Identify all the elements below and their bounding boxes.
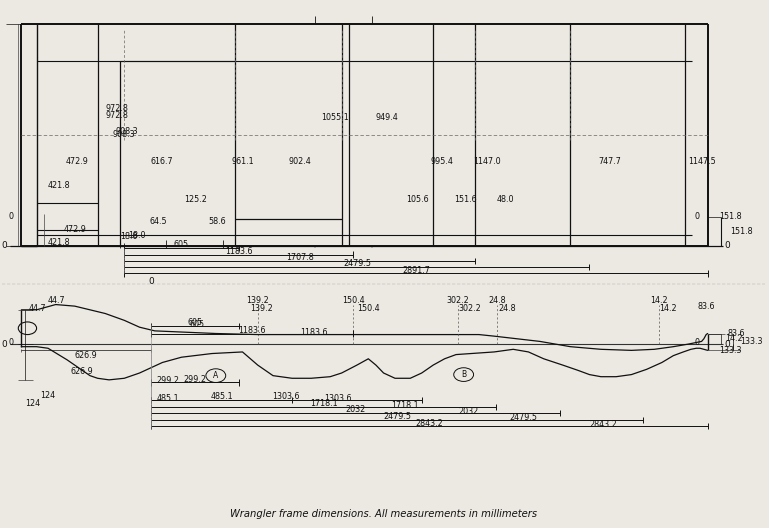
Text: 908.3: 908.3 <box>115 127 138 136</box>
Text: 2479.5: 2479.5 <box>509 413 538 422</box>
Text: Wrangler frame dimensions. All measurements in millimeters: Wrangler frame dimensions. All measureme… <box>230 509 537 519</box>
Text: 1718.1: 1718.1 <box>310 399 338 408</box>
Text: 0: 0 <box>148 277 154 286</box>
Text: 133.3: 133.3 <box>741 337 763 346</box>
Text: 1707.8: 1707.8 <box>286 253 314 262</box>
Text: 18.0: 18.0 <box>121 232 138 241</box>
Text: 747.7: 747.7 <box>598 157 621 166</box>
Text: 626.9: 626.9 <box>71 367 94 376</box>
Text: 485.1: 485.1 <box>156 394 179 403</box>
Text: 421.8: 421.8 <box>48 238 71 247</box>
Text: 24.8: 24.8 <box>499 304 516 313</box>
Text: 1718.1: 1718.1 <box>391 401 419 410</box>
Text: 0: 0 <box>8 212 13 221</box>
Text: 2479.5: 2479.5 <box>383 412 411 421</box>
Text: 972.8: 972.8 <box>105 104 128 113</box>
Text: 0: 0 <box>2 340 8 348</box>
Text: 2843.2: 2843.2 <box>415 419 443 428</box>
Text: A: A <box>213 371 218 380</box>
Text: 133.3: 133.3 <box>719 346 741 355</box>
Text: 83.6: 83.6 <box>697 301 715 310</box>
Text: 972.8: 972.8 <box>105 110 128 119</box>
Text: 83.6: 83.6 <box>727 329 745 338</box>
Text: 48.0: 48.0 <box>497 195 514 204</box>
Text: 299.2: 299.2 <box>183 375 206 384</box>
Text: 0: 0 <box>8 338 13 347</box>
Text: 299.2: 299.2 <box>156 376 179 385</box>
Text: 616.7: 616.7 <box>151 157 174 166</box>
Text: 961.1: 961.1 <box>231 157 254 166</box>
Text: 485.1: 485.1 <box>210 392 233 401</box>
Text: B: B <box>461 370 466 379</box>
Text: 1147.0: 1147.0 <box>474 157 501 166</box>
Text: 2032: 2032 <box>345 406 366 414</box>
Text: 605: 605 <box>174 240 189 249</box>
Text: 472.9: 472.9 <box>65 157 88 166</box>
Text: 902.4: 902.4 <box>288 157 311 166</box>
Text: 151.8: 151.8 <box>731 227 753 236</box>
Text: 1183.6: 1183.6 <box>300 328 327 337</box>
Text: 0: 0 <box>694 212 700 221</box>
Text: 2843.2: 2843.2 <box>590 420 618 429</box>
Text: 302.2: 302.2 <box>458 304 481 313</box>
Text: 151.6: 151.6 <box>454 195 476 204</box>
Text: 626.9: 626.9 <box>75 351 98 360</box>
Text: 605: 605 <box>188 318 202 327</box>
Text: 14.2: 14.2 <box>660 304 677 313</box>
Text: 0: 0 <box>694 338 700 347</box>
Text: 2891.7: 2891.7 <box>402 266 430 275</box>
Text: 2032: 2032 <box>458 407 478 416</box>
Text: 150.4: 150.4 <box>341 296 365 305</box>
Text: 105.6: 105.6 <box>407 195 429 204</box>
Text: 150.4: 150.4 <box>357 304 380 313</box>
Text: 0: 0 <box>724 241 731 250</box>
Text: 139.2: 139.2 <box>246 296 269 305</box>
Text: 0: 0 <box>2 241 8 250</box>
Text: 1303.6: 1303.6 <box>272 392 300 401</box>
Text: 1183.6: 1183.6 <box>225 247 252 256</box>
Text: 139.2: 139.2 <box>250 304 273 313</box>
Text: 995.4: 995.4 <box>431 157 454 166</box>
Text: 151.8: 151.8 <box>719 212 742 221</box>
Text: 605: 605 <box>189 320 205 329</box>
Text: 124: 124 <box>41 391 55 400</box>
Text: 421.8: 421.8 <box>48 181 71 190</box>
Text: 1055.1: 1055.1 <box>321 113 349 122</box>
Text: 124: 124 <box>25 399 40 408</box>
Text: 2479.5: 2479.5 <box>343 259 371 269</box>
Text: 1147.5: 1147.5 <box>688 157 717 166</box>
Text: 58.6: 58.6 <box>208 218 226 227</box>
Text: 125.2: 125.2 <box>184 195 207 204</box>
Text: 302.2: 302.2 <box>446 296 469 305</box>
Text: 1183.6: 1183.6 <box>238 326 266 335</box>
Text: 1303.6: 1303.6 <box>324 394 351 403</box>
Text: 0: 0 <box>724 340 731 348</box>
Text: 908.3: 908.3 <box>113 130 135 139</box>
Text: 44.7: 44.7 <box>48 296 65 305</box>
Text: 44.7: 44.7 <box>29 304 47 313</box>
Text: 18.0: 18.0 <box>128 231 145 240</box>
Text: 24.8: 24.8 <box>488 296 506 305</box>
Text: 472.9: 472.9 <box>63 225 86 234</box>
Text: 949.4: 949.4 <box>376 113 398 122</box>
Text: 64.5: 64.5 <box>149 218 167 227</box>
Text: 14.2: 14.2 <box>650 296 667 305</box>
Text: 14.2: 14.2 <box>725 334 743 343</box>
